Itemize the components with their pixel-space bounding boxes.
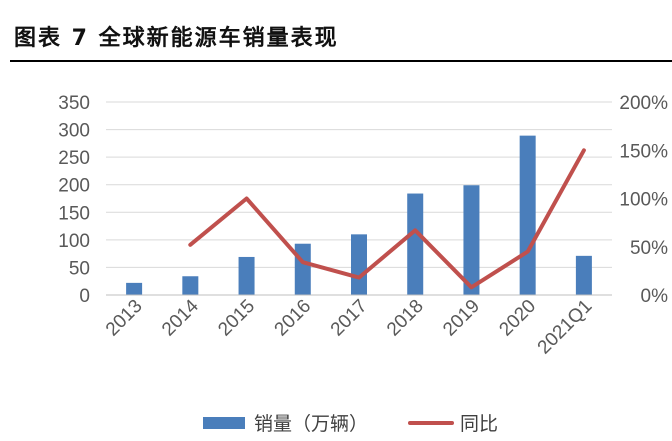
bar xyxy=(238,256,255,295)
yoy-line xyxy=(188,148,586,290)
left-tick-label: 300 xyxy=(58,121,90,142)
left-tick-label: 150 xyxy=(58,203,90,224)
x-tick-label: 2014 xyxy=(158,295,203,340)
bar xyxy=(126,282,143,295)
bar xyxy=(575,255,592,295)
bar xyxy=(351,234,367,295)
bar xyxy=(407,193,424,295)
right-tick-label: 100% xyxy=(619,190,668,211)
x-tick-label: 2016 xyxy=(271,296,316,341)
x-tick-label: 2021Q1 xyxy=(534,296,597,359)
x-tick-label: 2017 xyxy=(327,296,372,341)
legend: 销量（万辆） 同比 xyxy=(203,413,498,435)
left-tick-label: 250 xyxy=(58,148,90,169)
left-tick-label: 100 xyxy=(58,231,90,252)
legend-bar-swatch xyxy=(203,417,245,429)
left-axis-ticks: 0 50 100 150 200 250 300 350 xyxy=(58,93,90,307)
bar xyxy=(463,185,480,295)
bar xyxy=(519,135,536,295)
bar xyxy=(182,276,199,295)
legend-line-label: 同比 xyxy=(460,413,498,435)
x-tick-label: 2019 xyxy=(439,296,484,341)
left-tick-label: 350 xyxy=(58,93,90,114)
right-tick-label: 50% xyxy=(630,238,668,259)
right-tick-label: 150% xyxy=(619,141,668,162)
x-tick-label: 2018 xyxy=(383,296,428,341)
right-tick-label: 0% xyxy=(641,286,669,307)
right-axis-ticks: 0% 50% 100% 150% 200% xyxy=(619,93,668,307)
x-tick-label: 2015 xyxy=(214,296,259,341)
left-tick-label: 200 xyxy=(58,176,90,197)
right-tick-label: 200% xyxy=(619,93,668,114)
legend-bar-label: 销量（万辆） xyxy=(254,413,368,435)
figure-title: 图表 7 全球新能源车销量表现 xyxy=(14,26,339,51)
bar-series xyxy=(126,135,592,295)
left-tick-label: 0 xyxy=(79,286,90,307)
title-rule xyxy=(10,60,672,62)
x-tick-label: 2020 xyxy=(495,296,540,341)
x-tick-label: 2013 xyxy=(102,296,147,341)
bar xyxy=(294,243,311,295)
left-tick-label: 50 xyxy=(69,258,90,279)
